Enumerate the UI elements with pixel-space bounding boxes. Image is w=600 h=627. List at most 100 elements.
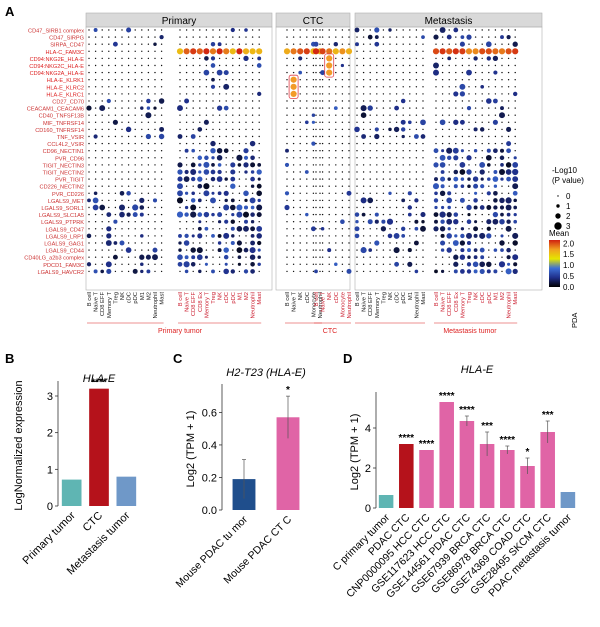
- dot-point: [376, 192, 378, 194]
- dot-point: [395, 242, 398, 244]
- dot-point: [514, 249, 516, 251]
- dot-point: [512, 41, 518, 47]
- dot-point: [354, 27, 360, 33]
- dot-point: [409, 128, 411, 131]
- dot-point: [141, 114, 143, 116]
- dot-point: [514, 64, 516, 67]
- dot-point: [369, 50, 371, 52]
- dot-point: [461, 57, 464, 60]
- dot-point: [251, 135, 254, 138]
- dot-point: [415, 178, 418, 180]
- dot-point: [332, 48, 339, 55]
- category-label: CTC: [81, 510, 106, 535]
- dot-point: [184, 191, 189, 195]
- dot-point: [422, 164, 424, 166]
- dot-point: [474, 114, 477, 116]
- dot-point: [94, 107, 97, 109]
- dot-point: [93, 134, 98, 139]
- bar: [276, 417, 300, 510]
- dot-point: [134, 121, 136, 124]
- dot-point: [88, 135, 90, 138]
- y-tick-label: 3: [47, 391, 53, 403]
- dot-point: [286, 235, 288, 237]
- column-label: pDC: [231, 292, 237, 304]
- dot-point: [369, 79, 371, 81]
- dot-point: [369, 93, 371, 95]
- color-legend-title: Mean: [549, 229, 569, 238]
- dot-point: [88, 206, 90, 209]
- dot-point: [88, 164, 90, 166]
- dot-point: [460, 233, 465, 239]
- dot-point: [205, 270, 208, 273]
- dot-point: [439, 162, 446, 168]
- column-label: Naive T: [321, 292, 327, 312]
- dot-point: [250, 162, 256, 168]
- dot-point: [488, 93, 490, 95]
- dot-point: [328, 185, 330, 187]
- dot-point: [389, 142, 391, 145]
- dot-point: [446, 247, 452, 253]
- dot-point: [453, 219, 459, 225]
- dot-point: [127, 100, 130, 102]
- dot-point: [468, 199, 470, 202]
- dot-point: [321, 107, 324, 109]
- dot-point: [348, 213, 350, 216]
- dot-point: [292, 164, 295, 166]
- dot-point: [434, 191, 438, 196]
- dot-point: [108, 121, 110, 124]
- dot-point: [348, 71, 350, 74]
- dot-point: [286, 86, 288, 88]
- dot-point: [434, 205, 438, 210]
- dot-point: [134, 256, 136, 258]
- dot-point: [205, 206, 208, 209]
- bar: [459, 421, 475, 508]
- dot-point: [250, 269, 255, 274]
- row-label: CD47_SIRB1 complex: [28, 29, 84, 35]
- dot-point: [258, 71, 260, 74]
- dot-point: [245, 263, 247, 265]
- dot-point: [319, 29, 321, 31]
- dot-point: [335, 135, 337, 138]
- dot-point: [328, 36, 330, 38]
- dot-point: [468, 142, 470, 145]
- dot-point: [389, 36, 391, 38]
- dot-point: [134, 150, 136, 152]
- dot-point: [232, 57, 234, 60]
- dot-point: [205, 199, 208, 202]
- dot-point: [224, 262, 228, 266]
- dot-point: [184, 212, 189, 217]
- dot-point: [121, 64, 123, 67]
- dot-point: [459, 83, 466, 90]
- dot-point: [480, 84, 485, 89]
- dot-point: [223, 190, 229, 196]
- dot-point: [299, 121, 301, 124]
- dot-point: [468, 135, 470, 138]
- dot-point: [292, 263, 295, 265]
- dot-point: [230, 176, 236, 182]
- dot-point: [481, 57, 483, 60]
- dot-point: [348, 29, 350, 31]
- dot-point: [245, 235, 247, 237]
- dot-point: [335, 157, 337, 159]
- row-label: LGALS9_PTPRK: [41, 220, 84, 226]
- dot-point: [433, 212, 439, 217]
- dot-point: [94, 213, 97, 216]
- chart-title: H2-T23 (HLA-E): [226, 367, 306, 379]
- dot-point: [218, 114, 221, 116]
- dot-point: [141, 71, 143, 74]
- dot-point: [179, 228, 181, 230]
- dot-point: [315, 185, 317, 187]
- dot-point: [356, 256, 358, 258]
- dot-point: [212, 121, 214, 124]
- dot-point: [86, 262, 92, 267]
- dot-point: [286, 79, 288, 81]
- dot-point: [335, 164, 337, 166]
- dot-point: [395, 57, 398, 60]
- dot-point: [447, 177, 451, 181]
- dot-point: [499, 148, 505, 153]
- dot-point: [481, 121, 483, 124]
- dot-point: [448, 128, 450, 131]
- dot-point: [453, 212, 459, 217]
- dot-point: [393, 232, 400, 239]
- dot-point: [335, 121, 337, 124]
